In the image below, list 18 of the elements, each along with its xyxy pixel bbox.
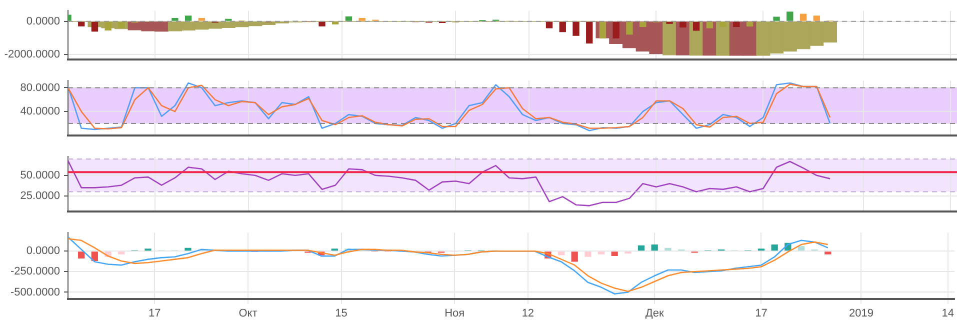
x-tick-label: Дек [645, 307, 664, 320]
y-tick-label: 40.0000 [20, 106, 60, 118]
x-tick-label: Ноя [444, 307, 465, 320]
x-tick-label: 15 [335, 307, 348, 320]
y-tick-label: 0.0000 [26, 15, 60, 28]
y-tick-label: -250.0000 [10, 266, 60, 278]
y-tick-label: 80.0000 [20, 82, 60, 94]
x-tick-label: 2019 [848, 307, 874, 320]
x-tick-label: Окт [238, 307, 258, 320]
x-tick-label: 14 [942, 307, 954, 320]
y-tick-label: -2000.0000 [4, 48, 60, 60]
y-tick-label: 25.0000 [20, 190, 60, 202]
x-tick-label: 17 [755, 307, 768, 320]
x-tick-label: 17 [148, 307, 161, 320]
x-tick-label: 12 [522, 307, 534, 320]
y-tick-label: 0.0000 [26, 245, 60, 258]
y-tick-label: -500.0000 [10, 286, 60, 298]
y-tick-label: 50.0000 [20, 169, 60, 182]
